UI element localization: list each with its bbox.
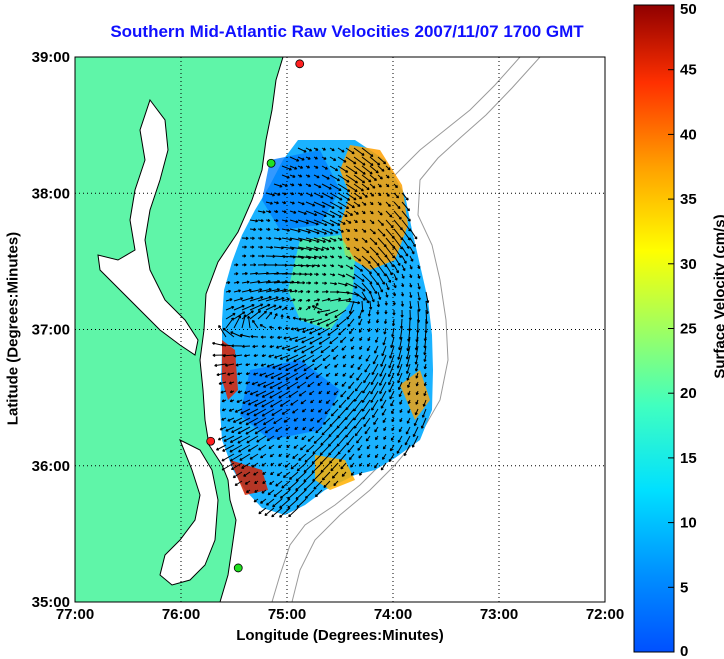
colorbar-tick-label: 35 — [680, 191, 697, 208]
y-tick-label: 37:00 — [32, 322, 70, 339]
sound-water — [159, 438, 219, 586]
x-tick-label: 72:00 — [586, 606, 624, 623]
colorbar-ticks: 0 5 10 15 20 25 30 35 40 45 50 — [668, 1, 697, 659]
x-tick-label: 76:00 — [162, 606, 200, 623]
colorbar-tick-label: 25 — [680, 321, 697, 338]
colorbar-tick-label: 40 — [680, 126, 697, 143]
x-tick-label: 73:00 — [480, 606, 518, 623]
arrow-vectors — [212, 147, 430, 518]
station-marker-site-4 — [233, 563, 243, 573]
velocity-patch-high-3 — [400, 370, 430, 420]
colorbar — [633, 4, 675, 653]
x-axis-label: Longitude (Degrees:Minutes) — [236, 627, 444, 644]
velocity-arrows — [212, 147, 430, 518]
y-tick-label: 38:00 — [32, 185, 70, 202]
bathymetry-contour-2 — [291, 57, 541, 602]
colorbar-tick-label: 5 — [680, 579, 688, 596]
station-marker-site-2 — [266, 158, 276, 168]
bay-water — [97, 98, 199, 356]
y-tick-labels: 39:00 38:00 37:00 36:00 35:00 — [32, 49, 70, 611]
figure-title: Southern Mid-Atlantic Raw Velocities 200… — [110, 22, 584, 41]
station-markers — [206, 59, 305, 573]
colorbar-tick-label: 50 — [680, 1, 697, 18]
plot-frame — [74, 56, 606, 603]
velocity-patch-max-2 — [230, 460, 268, 495]
colorbar-tick-label: 20 — [680, 385, 697, 402]
station-marker-site-3 — [206, 436, 216, 446]
y-tick-label: 39:00 — [32, 49, 70, 66]
y-axis-label: Latitude (Degrees:Minutes) — [4, 231, 22, 426]
colorbar-tick-label: 15 — [680, 450, 697, 467]
velocity-patch-low — [262, 150, 340, 230]
colorbar-tick-label: 30 — [680, 256, 697, 273]
y-tick-label: 36:00 — [32, 458, 70, 475]
colorbar-tick-label: 0 — [680, 643, 688, 659]
station-marker-site-1 — [295, 59, 305, 69]
x-tick-label: 74:00 — [374, 606, 412, 623]
y-tick-label: 35:00 — [32, 594, 70, 611]
x-tick-label: 77:00 — [56, 606, 94, 623]
colorbar-label: Surface Velocity (cm/s) — [711, 214, 724, 379]
x-tick-labels: 77:00 76:00 75:00 74:00 73:00 72:00 — [56, 606, 624, 623]
map-grid — [75, 57, 605, 602]
colorbar-tick-label: 10 — [680, 515, 697, 532]
velocity-patch-mid — [288, 235, 355, 330]
colorbar-tick-label: 45 — [680, 62, 697, 79]
x-tick-label: 75:00 — [268, 606, 306, 623]
